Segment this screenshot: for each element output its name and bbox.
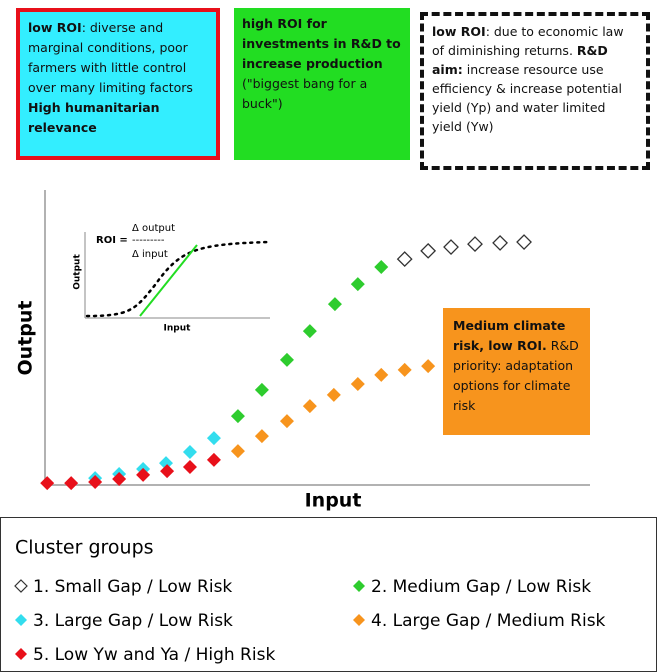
point <box>160 464 175 479</box>
legend-label: 3. Large Gap / Low Risk <box>33 611 233 631</box>
point <box>230 409 245 424</box>
annotation-text: : due to economic law of diminishing ret… <box>432 24 624 58</box>
legend-marker <box>353 580 365 592</box>
inset-text: --------- <box>132 235 165 246</box>
legend-marker <box>14 579 28 593</box>
point <box>374 367 389 382</box>
point <box>420 242 437 259</box>
legend-marker <box>15 648 27 660</box>
point <box>230 444 245 459</box>
inset-curve <box>85 240 272 318</box>
point <box>374 260 389 275</box>
annotation-text: low ROI <box>432 24 486 39</box>
point <box>254 382 269 397</box>
annotation-box: low ROI: diverse and marginal conditions… <box>16 8 220 160</box>
point <box>206 431 221 446</box>
legend-svg: Cluster groups 1. Small Gap / Low Risk 2.… <box>14 537 606 665</box>
annotation-text: High humanitarian relevance <box>28 100 160 135</box>
legend-marker <box>353 614 365 626</box>
point <box>88 474 103 489</box>
point <box>302 399 317 414</box>
inset-y-label: Output <box>73 254 83 290</box>
point <box>182 459 197 474</box>
legend-title: Cluster groups <box>15 537 154 559</box>
annotation-text: increase resource use efficiency & incre… <box>432 62 622 134</box>
chart: Output Input Output Input Δ output ROI =… <box>15 190 590 512</box>
point <box>327 297 342 312</box>
point <box>254 429 269 444</box>
annotation-box: low ROI: due to economic law of diminish… <box>420 12 650 170</box>
inset-x-label: Input <box>164 324 192 334</box>
x-axis-label: Input <box>305 490 362 512</box>
annotation-text: Medium climate risk, low ROI. <box>453 318 566 353</box>
inset-text: Δ input <box>132 249 168 260</box>
point <box>182 444 197 459</box>
point <box>302 324 317 339</box>
point <box>467 236 483 253</box>
point <box>421 359 436 374</box>
point <box>206 452 221 467</box>
annotation-box: high ROI for investments in R&D to incre… <box>234 8 410 160</box>
point <box>396 251 413 268</box>
annotation-text: ("biggest bang for a buck") <box>242 76 368 111</box>
legend: Cluster groups 1. Small Gap / Low Risk 2.… <box>0 517 657 672</box>
point <box>397 362 412 377</box>
legend-marker <box>15 614 27 626</box>
point <box>443 239 459 255</box>
annotation-text: R&D aim: <box>432 43 608 77</box>
annotation-text: high ROI for investments in R&D to incre… <box>242 16 401 71</box>
point <box>350 377 365 392</box>
inset-text: ROI = <box>96 235 128 246</box>
point <box>112 472 127 487</box>
legend-label: 1. Small Gap / Low Risk <box>33 577 232 597</box>
y-axis-label: Output <box>15 301 37 376</box>
inset: Output Input Δ output ROI = --------- Δ … <box>73 223 272 334</box>
point <box>40 476 55 491</box>
annotation-text: : diverse and marginal conditions, poor … <box>28 20 193 95</box>
point <box>492 235 508 251</box>
inset-text: Δ output <box>132 223 175 234</box>
point <box>279 414 294 429</box>
legend-label: 4. Large Gap / Medium Risk <box>371 611 606 631</box>
legend-label: 5. Low Yw and Ya / High Risk <box>33 645 275 665</box>
annotation-text: low ROI <box>28 20 82 35</box>
point <box>136 467 151 482</box>
annotation-text: R&D priority: adaptation options for cli… <box>453 338 579 413</box>
legend-label: 2. Medium Gap / Low Risk <box>371 577 591 597</box>
inset-tangent <box>139 244 198 317</box>
point <box>516 234 532 250</box>
point <box>64 476 79 491</box>
point <box>279 352 294 367</box>
point <box>350 277 365 292</box>
annotation-box: Medium climate risk, low ROI. R&D priori… <box>443 308 590 435</box>
point <box>326 387 341 402</box>
